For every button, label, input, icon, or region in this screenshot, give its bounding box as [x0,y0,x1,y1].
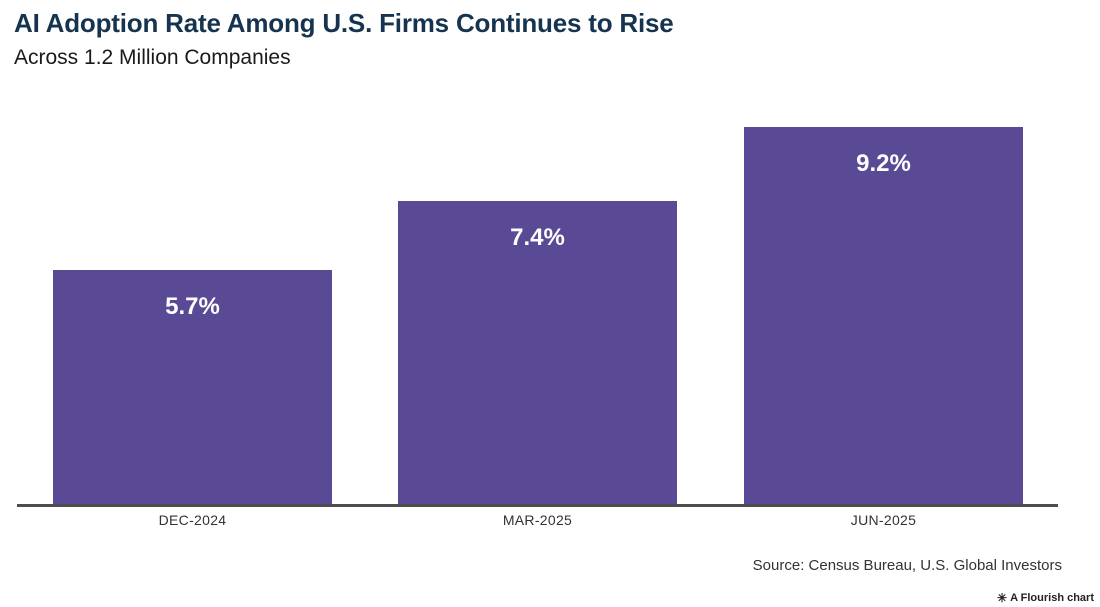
bar-jun-2025: 9.2% [744,127,1023,504]
x-axis-label-jun-2025: JUN-2025 [850,512,917,528]
flourish-badge[interactable]: ✳ A Flourish chart [997,592,1094,604]
source-note: Source: Census Bureau, U.S. Global Inves… [752,557,1062,574]
x-axis-line [17,504,1058,507]
bar-value-label: 5.7% [165,293,220,320]
bar-value-label: 9.2% [856,150,911,177]
chart-title: AI Adoption Rate Among U.S. Firms Contin… [14,8,674,38]
x-axis-label-dec-2024: DEC-2024 [158,512,227,528]
flourish-star-icon: ✳ [997,591,1008,605]
flourish-badge-label: A Flourish chart [1010,592,1094,604]
bar-dec-2024: 5.7% [53,270,332,504]
chart-subtitle: Across 1.2 Million Companies [14,46,291,69]
bar-value-label: 7.4% [510,224,565,251]
x-axis-label-mar-2025: MAR-2025 [502,512,573,528]
bar-mar-2025: 7.4% [398,201,677,504]
